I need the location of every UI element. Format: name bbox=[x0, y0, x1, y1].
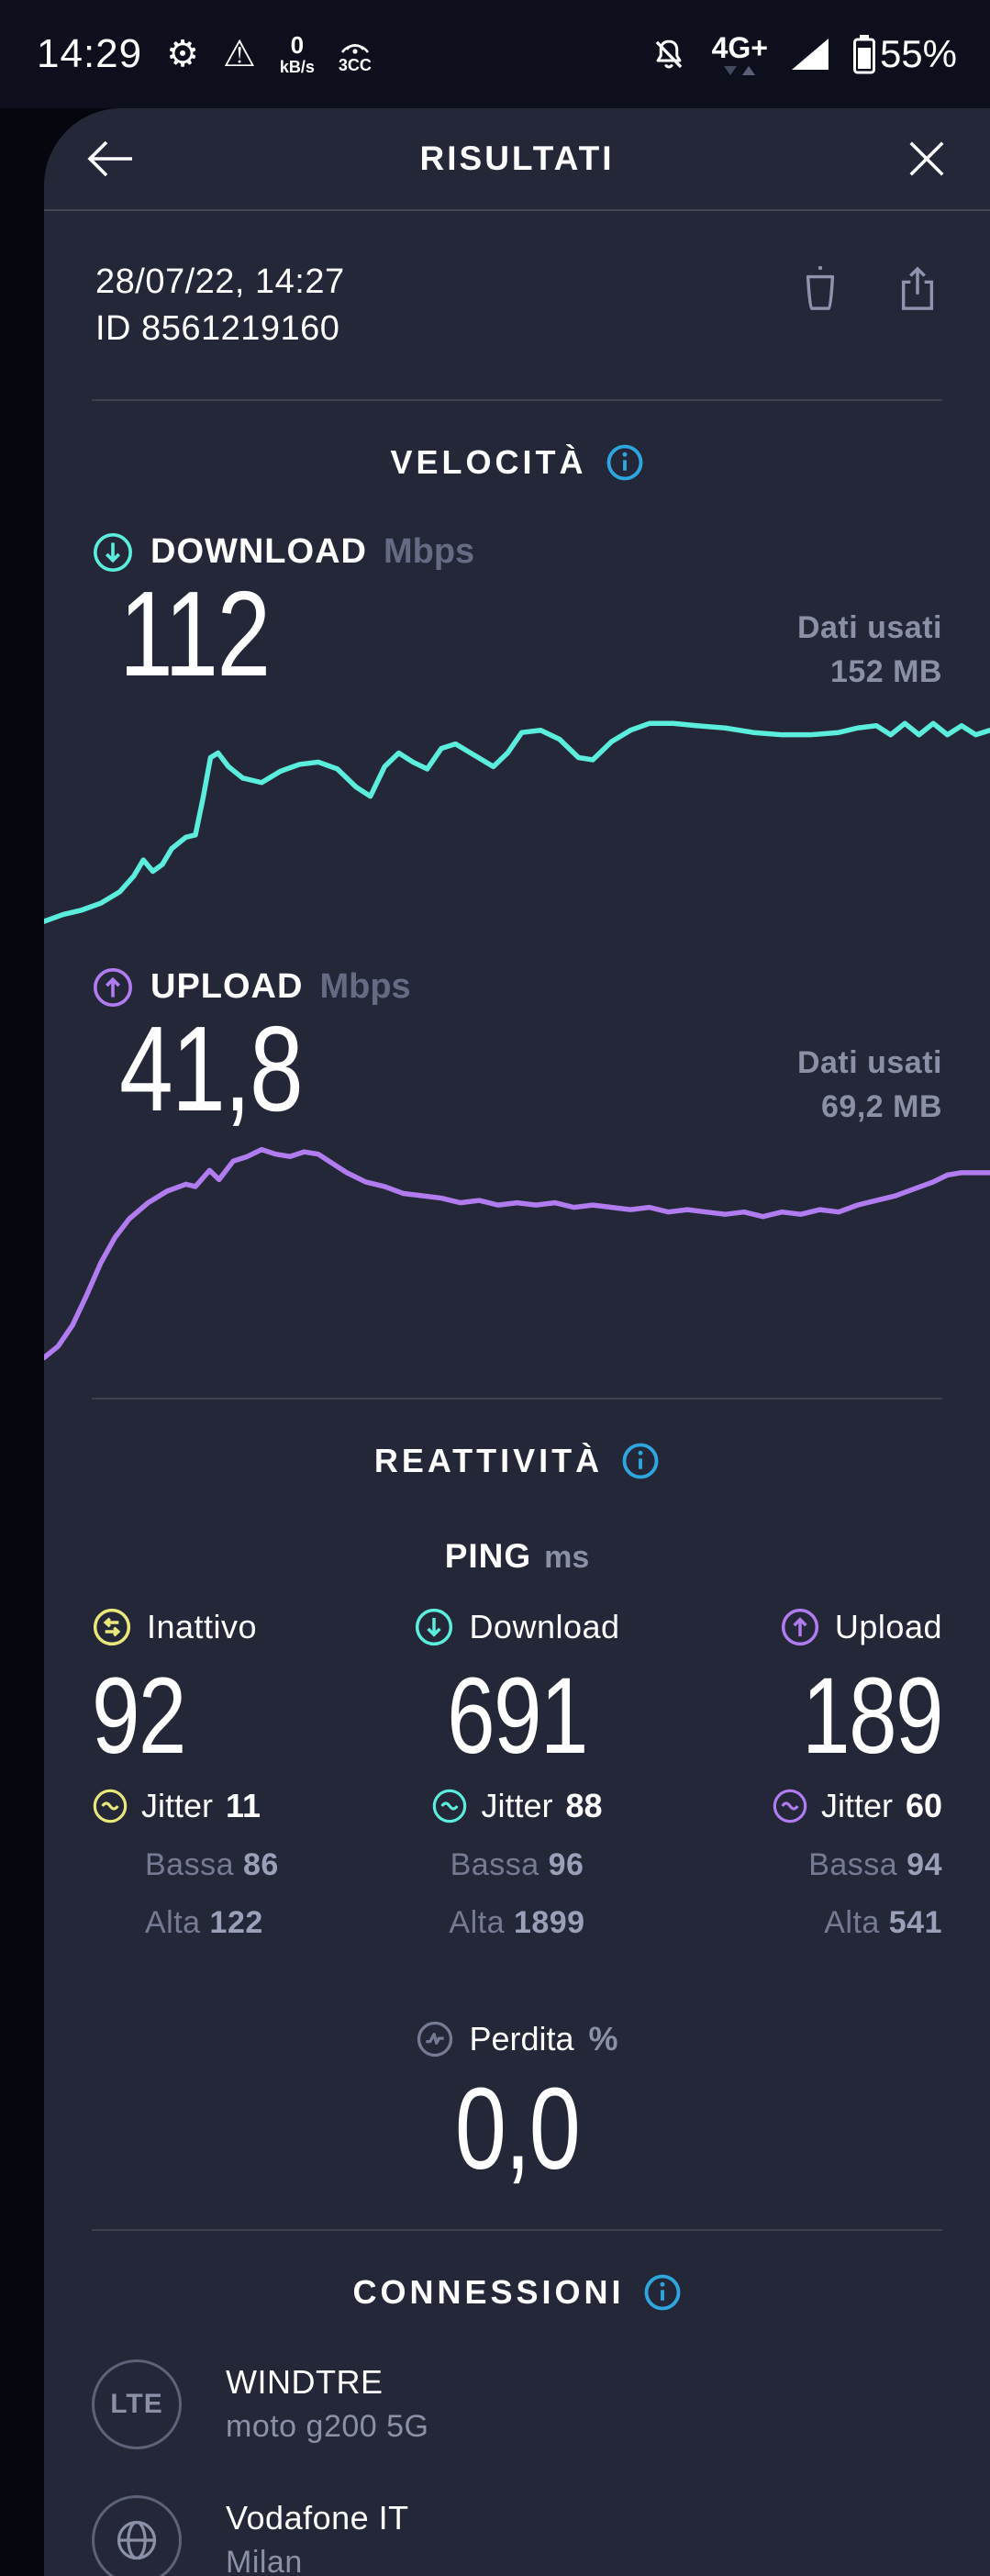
connections-section-heading: CONNESSIONI bbox=[44, 2273, 990, 2312]
result-datetime: 28/07/22, 14:27 bbox=[95, 262, 345, 301]
idle-low-value: 86 bbox=[242, 1846, 279, 1882]
ping-columns: Inattivo 92 Jitter 11 Bassa 86 Alta 122 bbox=[44, 1607, 990, 1941]
speed-info-button[interactable] bbox=[606, 443, 644, 482]
upload-label-row: UPLOAD Mbps bbox=[44, 966, 990, 1009]
idle-jitter-value: 11 bbox=[226, 1786, 261, 1824]
download-high-value: 1899 bbox=[513, 1904, 585, 1940]
divider bbox=[92, 1397, 942, 1400]
upload-data-used: Dati usati 69,2 MB bbox=[796, 1045, 942, 1124]
data-activity-arrows-icon bbox=[724, 66, 756, 75]
jitter-icon bbox=[433, 1789, 467, 1823]
idle-label: Inattivo bbox=[147, 1607, 258, 1645]
packet-loss-label: Perdita bbox=[469, 2019, 574, 2057]
download-label-row: DOWNLOAD Mbps bbox=[44, 531, 990, 574]
upload-circle-icon bbox=[781, 1608, 818, 1645]
upload-low-value: 94 bbox=[907, 1846, 942, 1882]
upload-ping-value: 189 bbox=[802, 1655, 943, 1777]
server-location: Milan bbox=[226, 2545, 303, 2576]
server-provider: Vodafone IT bbox=[226, 2499, 409, 2537]
gear-icon: ⚙ bbox=[166, 34, 199, 74]
idle-ping-value: 92 bbox=[92, 1655, 186, 1777]
network-type-indicator: 4G+ bbox=[712, 33, 768, 75]
download-ping-value: 691 bbox=[447, 1655, 588, 1777]
status-bar: 14:29 ⚙ ⚠ 0 kB/s 3CC bbox=[0, 0, 990, 108]
ping-column-idle: Inattivo 92 Jitter 11 Bassa 86 Alta 122 bbox=[92, 1607, 279, 1940]
responsiveness-info-button[interactable] bbox=[621, 1442, 660, 1480]
upload-unit: Mbps bbox=[319, 967, 411, 1007]
close-icon bbox=[909, 141, 944, 176]
idle-high-value: 122 bbox=[209, 1904, 263, 1940]
download-unit: Mbps bbox=[383, 532, 475, 572]
app-header: RISULTATI bbox=[44, 108, 990, 211]
ping-heading: PING ms bbox=[44, 1537, 990, 1576]
download-circle-icon bbox=[416, 1608, 453, 1645]
upload-value-row: 41,8 Dati usati 69,2 MB bbox=[44, 1000, 990, 1136]
upload-jitter-label: Jitter bbox=[820, 1786, 893, 1824]
ping-unit: ms bbox=[544, 1539, 590, 1575]
connection-item-operator[interactable]: LTE WINDTRE moto g200 5G bbox=[92, 2348, 942, 2460]
packet-loss-value: 0,0 bbox=[454, 2063, 581, 2193]
signal-arcs-icon bbox=[340, 44, 369, 54]
device-name: moto g200 5G bbox=[226, 2409, 429, 2445]
share-button[interactable] bbox=[896, 264, 939, 312]
divider bbox=[92, 2228, 942, 2231]
signal-strength-icon bbox=[791, 39, 829, 70]
download-label: DOWNLOAD bbox=[150, 532, 367, 572]
battery-icon bbox=[852, 35, 875, 74]
ping-label: PING bbox=[444, 1536, 532, 1575]
download-jitter-value: 88 bbox=[565, 1786, 603, 1824]
result-meta-row: 28/07/22, 14:27 ID 8561219160 bbox=[44, 211, 990, 353]
back-arrow-icon bbox=[87, 140, 132, 177]
packet-loss-block: Perdita % 0,0 bbox=[44, 2020, 990, 2191]
responsiveness-title: REATTIVITÀ bbox=[373, 1441, 604, 1479]
upload-chart bbox=[44, 1133, 990, 1365]
connections-list: LTE WINDTRE moto g200 5G Vodafone IT bbox=[44, 2348, 990, 2576]
back-button[interactable] bbox=[86, 139, 150, 179]
carrier-aggregation-indicator: 3CC bbox=[339, 35, 372, 73]
close-button[interactable] bbox=[884, 138, 948, 180]
battery-indicator: 55% bbox=[852, 32, 957, 76]
idle-icon bbox=[93, 1608, 131, 1645]
warning-icon: ⚠ bbox=[222, 34, 256, 74]
upload-label: UPLOAD bbox=[150, 967, 304, 1007]
upload-ping-label: Upload bbox=[834, 1607, 942, 1645]
globe-icon bbox=[92, 2494, 182, 2576]
connections-title: CONNESSIONI bbox=[352, 2272, 625, 2311]
network-rate-indicator: 0 kB/s bbox=[279, 31, 315, 76]
upload-jitter-value: 60 bbox=[905, 1786, 942, 1824]
jitter-icon bbox=[93, 1789, 128, 1823]
download-chart bbox=[44, 698, 990, 926]
divider bbox=[92, 398, 942, 401]
operator-name: WINDTRE bbox=[226, 2363, 384, 2402]
page-title: RISULTATI bbox=[419, 139, 615, 177]
upload-value: 41,8 bbox=[119, 1000, 304, 1136]
delete-button[interactable] bbox=[799, 264, 841, 312]
download-data-used: Dati usati 152 MB bbox=[796, 610, 942, 689]
speed-section-heading: VELOCITÀ bbox=[44, 443, 990, 482]
lte-badge-icon: LTE bbox=[92, 2359, 182, 2449]
download-circle-icon bbox=[94, 532, 132, 572]
upload-circle-icon bbox=[94, 967, 132, 1007]
connection-item-server[interactable]: Vodafone IT Milan bbox=[92, 2484, 942, 2576]
download-value: 112 bbox=[119, 565, 271, 701]
ping-column-upload: Upload 189 Jitter 60 Bassa 94 Alta 541 bbox=[670, 1607, 944, 1941]
ping-column-download: Download 691 Jitter 88 Bassa 96 Alta 189… bbox=[381, 1607, 653, 1941]
packet-loss-unit: % bbox=[588, 2019, 618, 2057]
results-card: RISULTATI 28/07/22, 14:27 ID 8561219160 bbox=[44, 108, 990, 2576]
result-id: ID 8561219160 bbox=[95, 309, 340, 349]
download-low-value: 96 bbox=[548, 1846, 584, 1882]
connections-info-button[interactable] bbox=[643, 2273, 682, 2312]
download-ping-label: Download bbox=[469, 1607, 620, 1645]
speed-title: VELOCITÀ bbox=[390, 442, 587, 481]
download-value-row: 112 Dati usati 152 MB bbox=[44, 565, 990, 701]
download-jitter-label: Jitter bbox=[481, 1786, 553, 1824]
responsiveness-section-heading: REATTIVITÀ bbox=[44, 1442, 990, 1480]
idle-jitter-label: Jitter bbox=[141, 1786, 214, 1824]
jitter-icon bbox=[773, 1789, 807, 1823]
upload-high-value: 541 bbox=[888, 1904, 942, 1940]
clock: 14:29 bbox=[37, 31, 143, 76]
packet-loss-icon bbox=[417, 2021, 453, 2057]
notifications-off-icon bbox=[655, 39, 682, 69]
